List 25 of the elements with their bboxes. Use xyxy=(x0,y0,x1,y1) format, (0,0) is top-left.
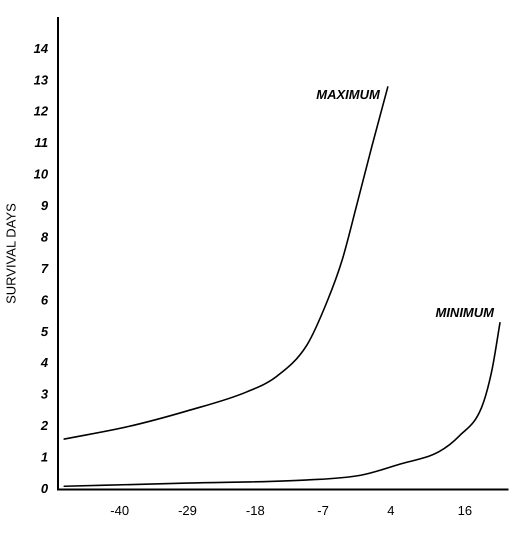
y-tick-label: 12 xyxy=(34,104,49,119)
y-tick-label: 2 xyxy=(40,418,49,434)
y-tick-label: 8 xyxy=(40,229,49,244)
y-tick-label: 9 xyxy=(40,198,49,214)
series-label: MAXIMUM xyxy=(316,86,381,102)
y-tick-label: 6 xyxy=(40,292,49,308)
y-tick-label: 7 xyxy=(40,260,49,276)
y-tick-label: 5 xyxy=(40,324,49,339)
y-tick-label: 14 xyxy=(34,40,49,56)
y-tick-label: 4 xyxy=(40,355,49,370)
x-tick-label: -29 xyxy=(178,502,197,518)
x-tick-label: -7 xyxy=(317,502,329,518)
y-tick-label: 11 xyxy=(34,135,48,150)
y-tick-label: 10 xyxy=(34,166,49,182)
x-tick-label: -40 xyxy=(110,502,130,518)
y-tick-label: 0 xyxy=(40,480,49,496)
x-tick-label: -18 xyxy=(246,502,265,518)
x-tick-label: 4 xyxy=(387,502,395,518)
y-tick-label: 3 xyxy=(40,386,49,402)
series-label: MINIMUM xyxy=(435,304,496,320)
x-tick-label: 16 xyxy=(458,502,472,518)
y-axis-title: SURVIVAL DAYS xyxy=(3,202,18,304)
y-tick-label: 13 xyxy=(34,72,49,88)
line-series xyxy=(63,86,389,440)
y-tick-label: 1 xyxy=(40,450,48,465)
